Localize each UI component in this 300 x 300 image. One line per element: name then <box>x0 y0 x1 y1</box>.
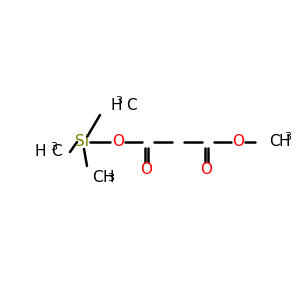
Text: H: H <box>279 134 290 149</box>
Text: C: C <box>51 145 62 160</box>
Text: Si: Si <box>75 134 89 149</box>
Text: H: H <box>102 170 113 185</box>
Text: 3: 3 <box>107 173 115 183</box>
Text: H: H <box>34 145 46 160</box>
Text: C: C <box>126 98 136 113</box>
Text: O: O <box>200 163 212 178</box>
Text: 3: 3 <box>284 132 292 142</box>
Text: O: O <box>140 163 152 178</box>
Text: H: H <box>110 98 122 113</box>
Text: C: C <box>92 170 103 185</box>
Text: C: C <box>269 134 280 149</box>
Text: O: O <box>112 134 124 149</box>
Text: 3: 3 <box>50 142 58 152</box>
Text: O: O <box>232 134 244 149</box>
Text: 3: 3 <box>116 96 122 106</box>
